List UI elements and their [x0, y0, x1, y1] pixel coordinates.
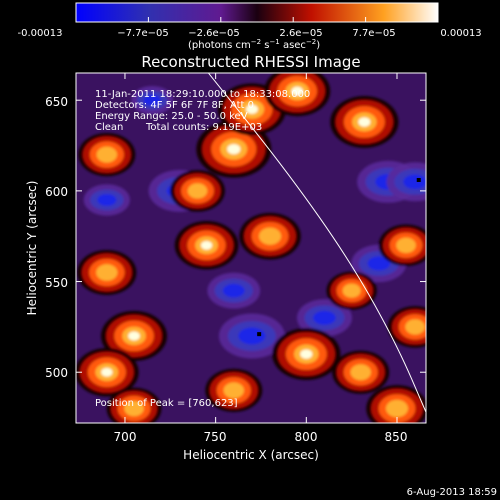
colorbar-tick-label: −2.6e−05: [188, 28, 240, 39]
hot-region-peak: [227, 144, 241, 155]
cold-region-center: [97, 194, 117, 206]
chart-title: Reconstructed RHESSI Image: [141, 53, 360, 71]
annotation-detectors: Detectors: 4F 5F 6F 7F 8F, Att 0: [95, 100, 254, 111]
hot-region-inner: [187, 183, 208, 199]
hot-region-inner: [96, 264, 118, 281]
hot-region-peak: [300, 349, 313, 359]
y-tick-label: 550: [45, 276, 68, 290]
hot-region-peak: [128, 331, 140, 341]
hot-region-inner: [223, 382, 245, 399]
cold-region-center: [143, 94, 161, 106]
cold-region-center: [313, 310, 336, 325]
hot-region-inner: [396, 237, 416, 253]
axis-ticks: [76, 73, 426, 423]
hot-region-inner: [342, 283, 361, 298]
hot-region-inner: [258, 227, 282, 245]
x-tick-label: 750: [204, 430, 227, 444]
hot-region-peak: [291, 86, 304, 96]
colorbar-tick-label: −7.7e−05: [117, 28, 169, 39]
x-axis-label: Heliocentric X (arcsec): [183, 448, 319, 462]
heatmap-area: [76, 73, 426, 423]
colorbar-tick-label: 2.6e−05: [279, 28, 322, 39]
annotation-clean: Clean: [95, 122, 123, 133]
y-tick-label: 500: [45, 366, 68, 380]
x-tick-label: 700: [114, 430, 137, 444]
annotation-peak: Position of Peak = [760,623]: [95, 398, 238, 409]
solar-limb-curve: [207, 73, 426, 413]
cold-region-center: [222, 283, 245, 298]
annotation-counts: Total counts: 9.19E+03: [145, 122, 262, 133]
cold-region-center: [367, 256, 391, 271]
x-tick-label: 850: [385, 430, 408, 444]
cold-region-center: [238, 327, 266, 345]
y-tick-label: 600: [45, 185, 68, 199]
colorbar-tick-label: 0.00013: [440, 28, 481, 39]
hot-region-peak: [101, 367, 113, 377]
hot-region-inner: [385, 399, 409, 418]
x-tick-label: 800: [295, 430, 318, 444]
hot-region-inner: [96, 146, 118, 163]
position-marker: [416, 177, 421, 182]
annotation-energy: Energy Range: 25.0 - 50.0 keV: [95, 111, 248, 122]
colorbar-ticks: [75, 17, 439, 22]
colorbar-tick-label: 7.7e−05: [352, 28, 395, 39]
y-axis-label: Heliocentric Y (arcsec): [25, 181, 39, 316]
hot-region-peak: [358, 117, 371, 127]
hot-region-peak: [245, 104, 258, 114]
colorbar-unit-label: (photons cm−2 s−1 asec−2): [188, 38, 320, 51]
y-tick-label: 650: [45, 95, 68, 109]
footer-date: 6-Aug-2013 18:59: [407, 487, 497, 498]
hot-region-inner: [350, 364, 371, 381]
hot-region-inner: [405, 319, 425, 335]
plot-frame: [75, 72, 427, 424]
colorbar: [75, 2, 439, 23]
position-marker: [257, 332, 262, 337]
hot-region-peak: [200, 240, 213, 250]
hot-region-inner: [124, 400, 144, 417]
annotation-time: 11-Jan-2011 18:29:10.000 to 18:33:08.000: [95, 89, 310, 100]
cold-region-center: [403, 174, 426, 190]
colorbar-tick-label: -0.00013: [18, 28, 63, 39]
